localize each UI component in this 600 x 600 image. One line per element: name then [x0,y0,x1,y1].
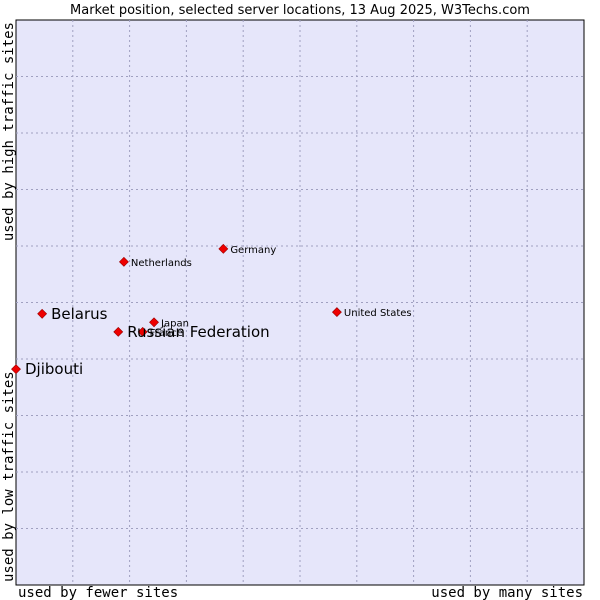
data-point-djibouti [11,364,21,375]
data-label-united-states: United States [344,308,412,319]
data-label-belarus: Belarus [51,305,108,323]
data-point-japan [149,317,159,328]
x-axis-label-left: used by fewer sites [18,585,178,600]
data-point-russian-federation [113,326,124,337]
y-axis-label-bottom: used by low traffic sites [1,371,17,582]
chart-title: Market position, selected server locatio… [70,3,530,18]
y-axis-label-top: used by high traffic sites [1,22,17,241]
data-label-japan: Japan [160,318,189,329]
data-label-russian-federation: Russian Federation [127,323,269,341]
data-label-germany: Germany [230,245,276,256]
data-label-djibouti: Djibouti [25,360,83,378]
grid-lines [16,20,584,585]
data-points [11,243,342,375]
data-labels: Germany Netherlands United States Belarus Ja… [25,245,412,378]
data-point-germany [218,243,229,254]
data-point-belarus [37,308,48,319]
data-label-netherlands: Netherlands [131,258,192,269]
x-axis-label-right: used by many sites [431,585,583,600]
data-point-netherlands [118,256,129,267]
data-point-united-states [331,307,342,318]
data-point-france [137,326,148,337]
data-label-france: France [150,328,183,339]
